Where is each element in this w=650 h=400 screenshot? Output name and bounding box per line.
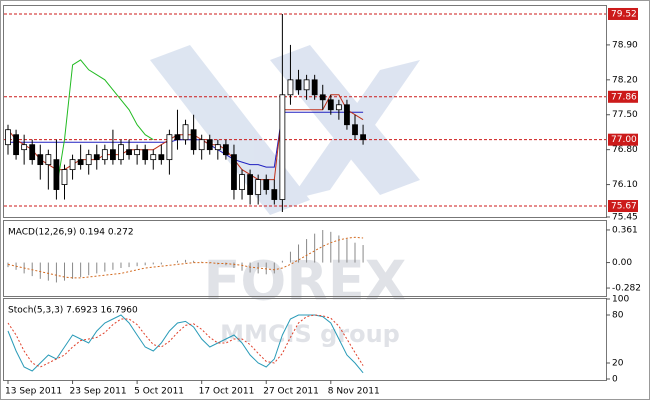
level-label: 79.52 [611,9,637,19]
y-tick-label: 78.90 [612,40,638,50]
x-tick-label: 8 Nov 2011 [328,387,380,397]
y-tick-label: 0.361 [612,225,638,235]
candle-body [279,94,286,200]
y-tick-label: 100 [612,295,629,305]
candle-body [174,134,181,141]
candle-body [21,144,28,151]
y-tick-label: 75.45 [612,213,638,223]
candle-body [69,159,76,171]
level-label-box [608,200,638,213]
level-label-box [608,7,638,20]
y-tick-label: 0.00 [612,258,632,268]
candle-body [13,134,19,156]
candle-body [166,134,173,161]
level-label-box [608,133,638,146]
y-tick-label: 77.50 [612,110,638,120]
candle-body [271,189,278,200]
candle-body [45,154,52,166]
candle-body [335,104,342,111]
candle-body [198,139,205,151]
level-label: 77.00 [611,135,637,145]
indicator-line [7,236,364,279]
candle-body [158,154,165,161]
panel-title: Stoch(5,3,3) 7.6923 16.7960 [8,306,138,316]
candle-body [93,154,100,161]
candle-body [77,159,84,166]
y-tick-label: 76.80 [612,145,638,155]
level-label: 75.67 [611,202,637,212]
y-tick-label: 20 [612,359,624,369]
candle-body [344,104,350,126]
candle-body [110,149,116,161]
candle-body [255,179,262,195]
candle-body [247,174,254,195]
candle-body [222,144,229,156]
candle-body [319,94,326,101]
indicator-line [7,314,364,368]
candle-body [190,129,197,151]
candle-body [287,79,294,96]
indicator-line [55,59,154,190]
candle-body [263,179,270,190]
candle-body [29,144,36,161]
candle-body [142,149,149,161]
panel-title: MACD(12,26,9) 0.194 0.272 [8,228,134,238]
x-tick-label: 27 Oct 2011 [263,387,319,397]
candle-body [239,174,245,190]
y-tick-label: 76.10 [612,180,638,190]
candle-body [311,79,318,96]
y-tick-label: 0 [612,375,618,385]
x-tick-label: 13 Sep 2011 [5,387,62,397]
candle-body [101,149,108,161]
x-tick-label: 23 Sep 2011 [70,387,127,397]
candle-body [303,79,310,91]
candle-body [206,139,213,151]
logo-stroke [150,45,310,215]
x-tick-label: 17 Oct 2011 [199,387,255,397]
macd-panel [3,220,607,297]
y-tick-label: -0.282 [612,284,641,294]
watermark-sub: MMCIS group [220,320,400,348]
candle-body [360,134,366,141]
watermark-brand: FOREX [204,250,407,313]
candle-body [214,144,221,151]
candle-body [231,154,237,190]
candle-body [352,124,358,136]
x-tick-label: 5 Oct 2011 [134,387,184,397]
indicator-line [7,314,364,374]
candle-body [182,124,189,141]
level-label: 77.86 [611,92,637,102]
candle-body [5,129,11,146]
candle-body [126,149,132,156]
level-label-box [608,90,638,103]
candle-body [134,149,141,156]
candle-body [61,169,68,185]
candle-body [118,144,124,161]
stoch-panel [3,298,607,381]
y-tick-label: 80 [612,311,624,321]
candle-body [85,154,92,166]
y-tick-label: 78.20 [612,75,638,85]
candle-body [327,99,334,111]
candle-body [150,154,157,161]
candle-body [37,154,44,166]
candle-body [53,159,60,190]
candle-body [295,79,302,91]
price-panel [3,5,607,218]
